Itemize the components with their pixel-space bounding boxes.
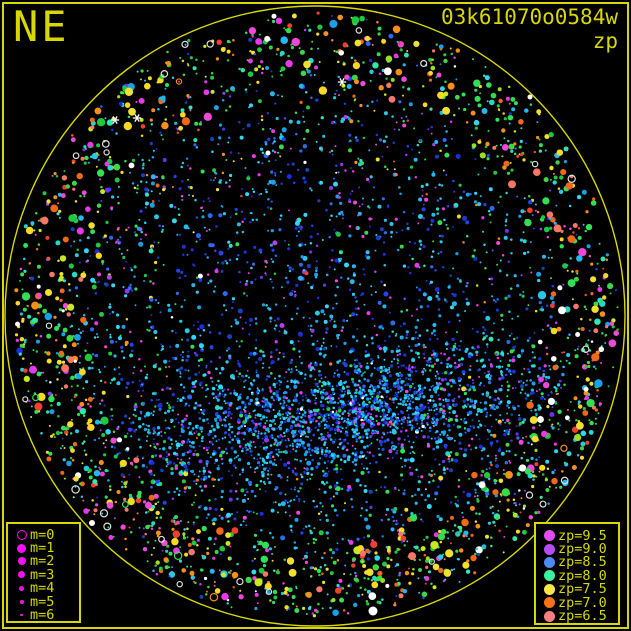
legend-m-row: m=2 (8, 553, 79, 570)
legend-zp-marker-icon (541, 610, 558, 622)
legend-m-label: m=1 (30, 540, 55, 557)
exposure-title: 03k61070o0584w (440, 5, 618, 29)
legend-zp-label: zp=9.5 (558, 527, 607, 544)
legend-zp-label: zp=6.5 (558, 608, 607, 625)
legend-zp-row: zp=6.5 (536, 608, 618, 625)
legend-zp-row: zp=9.5 (536, 527, 618, 544)
legend-zp-marker-icon (541, 556, 558, 568)
legend-m-marker-icon (13, 571, 30, 579)
legend-m-marker-icon (13, 557, 30, 566)
magnitude-legend: m=0 m=1 m=2 m=3 m=4 m=5 m=6 (6, 522, 81, 623)
legend-m-row: m=3 (8, 566, 79, 583)
legend-zp-row: zp=8.5 (536, 554, 618, 571)
legend-m-row: m=0 (8, 526, 79, 543)
legend-zp-label: zp=8.5 (558, 554, 607, 571)
legend-zp-row: zp=7.0 (536, 594, 618, 611)
legend-zp-row: zp=9.0 (536, 541, 618, 558)
legend-zp-row: zp=7.5 (536, 581, 618, 598)
legend-zp-label: zp=8.0 (558, 567, 607, 584)
legend-m-label: m=2 (30, 553, 55, 570)
legend-zp-marker-icon (541, 597, 558, 609)
legend-m-row: m=1 (8, 540, 79, 557)
legend-m-row: m=4 (8, 580, 79, 597)
legend-m-label: m=0 (30, 526, 55, 543)
legend-zp-marker-icon (541, 543, 558, 555)
legend-m-label: m=5 (30, 593, 55, 610)
legend-m-marker-icon (13, 529, 30, 540)
legend-zp-marker-icon (541, 583, 558, 595)
legend-zp-marker-icon (541, 570, 558, 582)
legend-m-row: m=5 (8, 593, 79, 610)
legend-zp-label: zp=7.0 (558, 594, 607, 611)
legend-m-label: m=3 (30, 566, 55, 583)
legend-zp-label: zp=7.5 (558, 581, 607, 598)
legend-m-marker-icon (13, 543, 30, 553)
legend-m-label: m=4 (30, 580, 55, 597)
legend-m-marker-icon (13, 613, 30, 617)
legend-zp-label: zp=9.0 (558, 541, 607, 558)
plot-quantity-label: zp (592, 29, 618, 53)
legend-m-marker-icon (13, 599, 30, 604)
orientation-label: NE (13, 2, 70, 51)
legend-m-row: m=6 (8, 607, 79, 624)
legend-zp-row: zp=8.0 (536, 567, 618, 584)
zeropoint-legend: zp=9.5 zp=9.0 zp=8.5 zp=8.0 zp=7.5 zp=7.0 zp=6… (534, 522, 620, 625)
legend-m-label: m=6 (30, 607, 55, 624)
legend-m-marker-icon (13, 585, 30, 591)
legend-zp-marker-icon (541, 530, 558, 542)
